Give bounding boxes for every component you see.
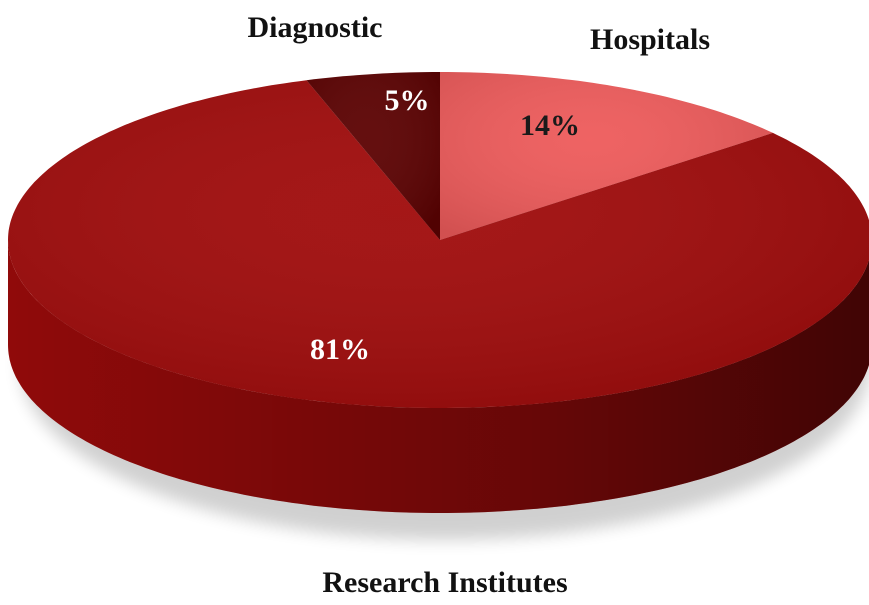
pie-side-shade (8, 240, 869, 513)
category-label: Diagnostic (248, 11, 383, 44)
value-label: 81% (310, 333, 370, 366)
value-label: 5% (385, 84, 430, 117)
pie-slice-shade (306, 72, 440, 240)
category-label: Hospitals (590, 23, 710, 56)
value-label: 14% (520, 109, 580, 142)
pie-labels: Hospitals 14% Research Institutes 81% Diagno… (248, 11, 711, 599)
pie-tops (8, 72, 869, 408)
category-label: Research Institutes (322, 566, 567, 599)
pie-sides (8, 240, 869, 513)
pie-slice-shade (440, 72, 773, 240)
pie-slice-shade (8, 80, 869, 408)
